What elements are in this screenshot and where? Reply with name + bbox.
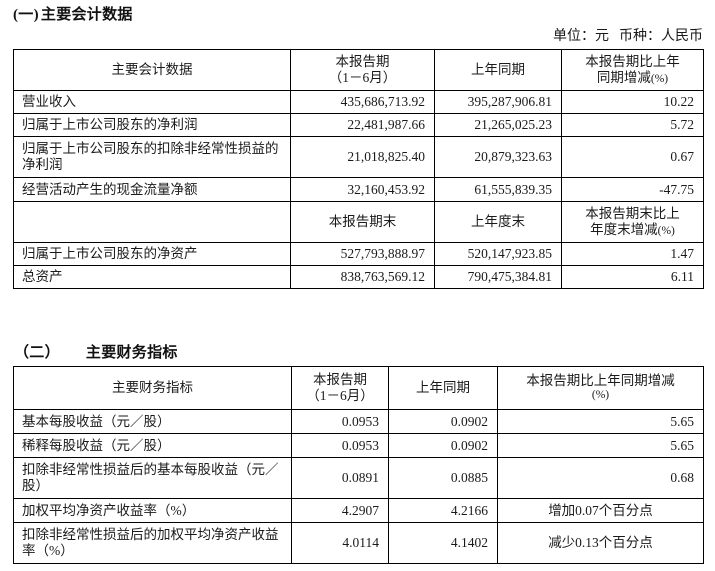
row-label: 稀释每股收益（元／股） bbox=[13, 433, 292, 458]
section-2-title: 主要财务指标 bbox=[85, 345, 178, 361]
header-change-end-line2: 年度末增减(%) bbox=[590, 221, 675, 237]
row-change-value: 5.72 bbox=[561, 113, 704, 137]
table-row: 归属于上市公司股东的净利润 22,481,987.66 21,265,025.2… bbox=[13, 113, 704, 137]
row-change-value: 10.22 bbox=[561, 90, 704, 114]
header-cell-label: 主要财务指标 bbox=[13, 366, 292, 410]
row-label: 扣除非经常性损益后的加权平均净资产收益率（%） bbox=[13, 522, 292, 564]
header-cell-prior-period: 上年同期 bbox=[434, 49, 562, 91]
header-cell-current-period: 本报告期 （1－6月） bbox=[290, 49, 435, 91]
row-prior-value: 4.1402 bbox=[388, 522, 498, 564]
row-label: 经营活动产生的现金流量净额 bbox=[13, 177, 291, 202]
main-accounting-data-table: 主要会计数据 本报告期 （1－6月） 上年同期 本报告期比上年 同期增减(%) … bbox=[13, 49, 704, 289]
table-row: 扣除非经常性损益后的基本每股收益（元／股） 0.0891 0.0885 0.68 bbox=[13, 457, 704, 499]
table-row: 基本每股收益（元／股） 0.0953 0.0902 5.65 bbox=[13, 409, 704, 434]
currency-label: 币种：人民币 bbox=[619, 29, 703, 44]
section-1-heading: (一) 主要会计数据 bbox=[13, 3, 133, 24]
row-label: 基本每股收益（元／股） bbox=[13, 409, 292, 434]
row-current-value: 21,018,825.40 bbox=[290, 136, 435, 178]
row-change-value: 0.67 bbox=[561, 136, 704, 178]
row-current-value: 32,160,453.92 bbox=[290, 177, 435, 202]
header-change-line2: 同期增减(%) bbox=[596, 69, 669, 85]
row-change-value: 0.68 bbox=[497, 457, 704, 499]
header-change-end-line1: 本报告期末比上 bbox=[585, 205, 680, 221]
header-change-line1: 本报告期比上年同期增减 bbox=[526, 373, 675, 389]
row-label: 营业收入 bbox=[13, 90, 291, 114]
row-prior-value: 0.0885 bbox=[388, 457, 498, 499]
header-current-line1: 本报告期 bbox=[313, 372, 367, 388]
row-prior-value: 790,475,384.81 bbox=[434, 265, 562, 289]
row-label: 归属于上市公司股东的扣除非经常性损益的净利润 bbox=[13, 136, 291, 178]
header-cell-current-period-end: 本报告期末 bbox=[290, 201, 435, 243]
section-1-title: 主要会计数据 bbox=[40, 7, 133, 23]
row-prior-value: 520,147,923.85 bbox=[434, 242, 562, 266]
header-current-line2: （1－6月） bbox=[328, 70, 397, 85]
table-header-row-secondary: 本报告期末 上年度末 本报告期末比上 年度末增减(%) bbox=[13, 201, 704, 243]
section-2-heading: （二） 主要财务指标 bbox=[14, 341, 178, 362]
unit-label: 单位：元 bbox=[553, 29, 609, 44]
table-row: 归属于上市公司股东的净资产 527,793,888.97 520,147,923… bbox=[13, 242, 704, 266]
header-cell-change-period-end: 本报告期末比上 年度末增减(%) bbox=[561, 201, 704, 243]
row-label: 归属于上市公司股东的净利润 bbox=[13, 113, 291, 137]
row-current-value: 0.0953 bbox=[291, 409, 389, 434]
row-label: 归属于上市公司股东的净资产 bbox=[13, 242, 291, 266]
row-change-value: 减少0.13个百分点 bbox=[497, 522, 704, 564]
header-cell-change: 本报告期比上年同期增减 (%) bbox=[497, 366, 704, 410]
row-prior-value: 4.2166 bbox=[388, 498, 498, 523]
header-cell-change: 本报告期比上年 同期增减(%) bbox=[561, 49, 704, 91]
table-row: 经营活动产生的现金流量净额 32,160,453.92 61,555,839.3… bbox=[13, 177, 704, 202]
row-label: 总资产 bbox=[13, 265, 291, 289]
section-2-number: （二） bbox=[14, 345, 60, 361]
row-current-value: 4.2907 bbox=[291, 498, 389, 523]
header-cell-prior-period: 上年同期 bbox=[388, 366, 498, 410]
row-current-value: 838,763,569.12 bbox=[290, 265, 435, 289]
table-row: 扣除非经常性损益后的加权平均净资产收益率（%） 4.0114 4.1402 减少… bbox=[13, 522, 704, 564]
row-change-value: 5.65 bbox=[497, 409, 704, 434]
section-1-number: (一) bbox=[13, 7, 39, 23]
header-cell-label: 主要会计数据 bbox=[13, 49, 291, 91]
row-prior-value: 0.0902 bbox=[388, 433, 498, 458]
table-row: 营业收入 435,686,713.92 395,287,906.81 10.22 bbox=[13, 90, 704, 114]
row-current-value: 0.0953 bbox=[291, 433, 389, 458]
table-row: 归属于上市公司股东的扣除非经常性损益的净利润 21,018,825.40 20,… bbox=[13, 136, 704, 178]
row-prior-value: 0.0902 bbox=[388, 409, 498, 434]
header-cell-label-empty bbox=[13, 201, 291, 243]
unit-currency-line: 单位：元 币种：人民币 bbox=[553, 25, 703, 45]
header-cell-current-period: 本报告期 （1－6月） bbox=[291, 366, 389, 410]
row-change-value: 6.11 bbox=[561, 265, 704, 289]
header-cell-prior-year-end: 上年度末 bbox=[434, 201, 562, 243]
row-current-value: 435,686,713.92 bbox=[290, 90, 435, 114]
header-change-line1: 本报告期比上年 bbox=[585, 53, 680, 69]
row-change-value: 增加0.07个百分点 bbox=[497, 498, 704, 523]
row-label: 加权平均净资产收益率（%） bbox=[13, 498, 292, 523]
main-financial-indicators-table: 主要财务指标 本报告期 （1－6月） 上年同期 本报告期比上年同期增减 (%) … bbox=[13, 366, 704, 564]
row-prior-value: 21,265,025.23 bbox=[434, 113, 562, 137]
row-prior-value: 61,555,839.35 bbox=[434, 177, 562, 202]
row-change-value: -47.75 bbox=[561, 177, 704, 202]
table-row: 稀释每股收益（元／股） 0.0953 0.0902 5.65 bbox=[13, 433, 704, 458]
row-change-value: 1.47 bbox=[561, 242, 704, 266]
row-change-value: 5.65 bbox=[497, 433, 704, 458]
row-prior-value: 395,287,906.81 bbox=[434, 90, 562, 114]
header-current-line1: 本报告期 bbox=[335, 54, 390, 70]
row-prior-value: 20,879,323.63 bbox=[434, 136, 562, 178]
row-current-value: 22,481,987.66 bbox=[290, 113, 435, 137]
table-header-row: 主要财务指标 本报告期 （1－6月） 上年同期 本报告期比上年同期增减 (%) bbox=[13, 366, 704, 410]
table-row: 加权平均净资产收益率（%） 4.2907 4.2166 增加0.07个百分点 bbox=[13, 498, 704, 523]
header-change-line2: (%) bbox=[591, 389, 610, 402]
row-current-value: 0.0891 bbox=[291, 457, 389, 499]
row-current-value: 4.0114 bbox=[291, 522, 389, 564]
row-label: 扣除非经常性损益后的基本每股收益（元／股） bbox=[13, 457, 292, 499]
table-row: 总资产 838,763,569.12 790,475,384.81 6.11 bbox=[13, 265, 704, 289]
row-current-value: 527,793,888.97 bbox=[290, 242, 435, 266]
table-header-row: 主要会计数据 本报告期 （1－6月） 上年同期 本报告期比上年 同期增减(%) bbox=[13, 49, 704, 91]
header-current-line2: （1－6月） bbox=[306, 388, 374, 403]
